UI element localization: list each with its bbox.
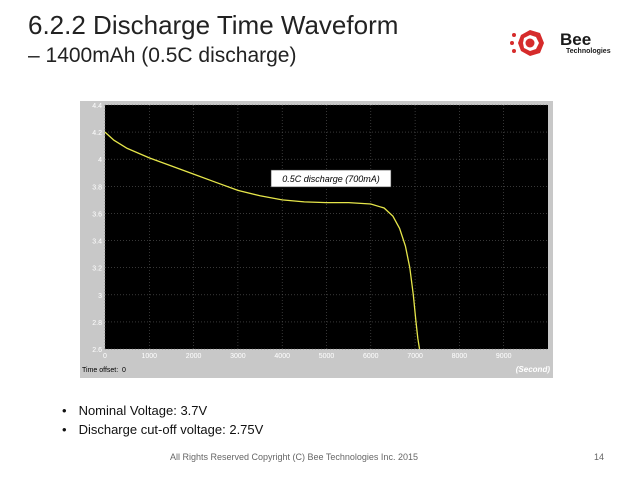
x-tick-label: 2000 — [186, 353, 202, 360]
y-tick-label: 4 — [98, 157, 102, 164]
y-axis-ticks: 2.6 2.8 3 3.2 3.4 3.6 3.8 4 4.2 4.4 — [92, 103, 102, 354]
annotation-label: 0.5C discharge (700mA) — [282, 174, 380, 184]
y-tick-label: 2.8 — [92, 320, 102, 327]
discharge-voltage-line — [104, 131, 421, 350]
x-tick-label: 1000 — [142, 353, 158, 360]
y-tick-label: 3.8 — [92, 184, 102, 191]
page-number: 14 — [594, 452, 605, 462]
bullet-cutoff-voltage: Discharge cut-off voltage: 2.75V — [62, 422, 264, 437]
x-tick-label: 4000 — [274, 353, 290, 360]
time-offset-value: 0 — [122, 367, 126, 374]
time-offset-label: Time offset: — [82, 367, 118, 374]
y-tick-label: 3 — [98, 293, 102, 300]
x-tick-label: 7000 — [407, 353, 423, 360]
bullet-nominal-voltage: Nominal Voltage: 3.7V — [62, 403, 263, 418]
slide-title: 6.2.2 Discharge Time Waveform — [28, 10, 399, 40]
bee-technologies-logo — [510, 30, 544, 56]
y-tick-label: 2.6 — [92, 347, 102, 354]
annotation-box — [270, 169, 392, 188]
x-tick-label: 0 — [103, 353, 107, 360]
x-unit-label: (Second) — [516, 365, 551, 374]
bullet-list: Nominal Voltage: 3.7V Discharge cut-off … — [62, 403, 264, 441]
x-tick-label: 6000 — [363, 353, 379, 360]
x-tick-label: 8000 — [452, 353, 468, 360]
y-tick-label: 3.2 — [92, 266, 102, 273]
plot-area — [105, 105, 548, 349]
discharge-chart: 2.6 2.8 3 3.2 3.4 3.6 3.8 4 4.2 4.4 0 1000 2000 3000… — [80, 101, 553, 378]
y-tick-label: 3.6 — [92, 211, 102, 218]
copyright-footer: All Rights Reserved Copyright (C) Bee Te… — [170, 452, 418, 462]
logo-wordmark: Bee — [560, 30, 592, 49]
x-axis-ticks: 0 1000 2000 3000 4000 5000 6000 7000 8000 9000 — [103, 353, 512, 360]
y-tick-label: 3.4 — [92, 239, 102, 246]
slide-subtitle: – 1400mAh (0.5C discharge) — [28, 44, 297, 67]
logo-subtext: Technologies — [566, 48, 611, 55]
chart-grid — [104, 104, 548, 350]
y-tick-label: 4.4 — [92, 103, 102, 110]
x-tick-label: 9000 — [496, 353, 512, 360]
logo-hexagon-icon — [510, 30, 544, 56]
x-tick-label: 3000 — [230, 353, 246, 360]
x-tick-label: 5000 — [319, 353, 335, 360]
y-tick-label: 4.2 — [92, 130, 102, 137]
